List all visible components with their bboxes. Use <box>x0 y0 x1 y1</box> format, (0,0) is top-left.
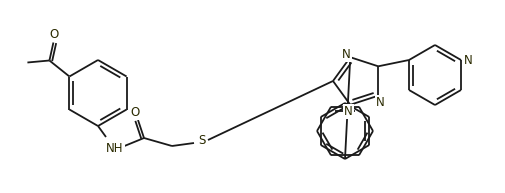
Text: O: O <box>130 106 139 119</box>
Text: O: O <box>50 28 59 41</box>
Text: N: N <box>464 53 472 67</box>
Text: NH: NH <box>106 142 124 156</box>
Text: N: N <box>342 48 350 61</box>
Text: S: S <box>198 134 206 146</box>
Text: N: N <box>344 105 352 118</box>
Text: N: N <box>376 96 385 109</box>
